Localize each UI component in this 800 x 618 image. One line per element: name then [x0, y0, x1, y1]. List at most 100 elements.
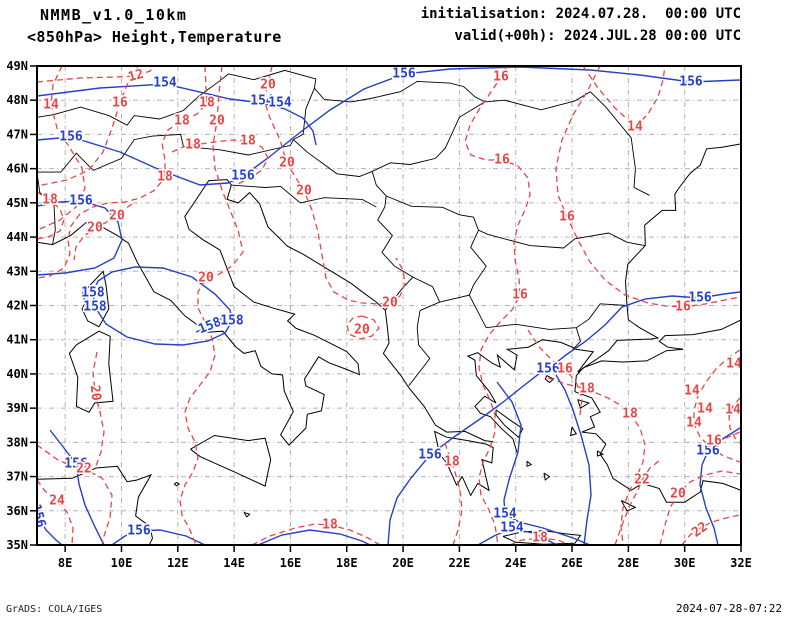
lat-axis-label: 43N — [6, 264, 28, 278]
temperature-contour-label: 18 — [185, 138, 201, 153]
temperature-contour-line — [509, 537, 571, 545]
temperature-contour-label: 16 — [512, 288, 528, 303]
lat-axis-label: 45N — [6, 196, 28, 210]
country-border — [573, 327, 582, 350]
height-contour-label: 154 — [153, 76, 177, 91]
height-contour-label: 156 — [688, 291, 712, 306]
height-contour-label: 158 — [220, 314, 244, 329]
height-contour-line — [477, 527, 559, 545]
coastline — [544, 375, 555, 384]
temperature-contour-label: 16 — [112, 96, 128, 111]
height-contour-label: 156 — [231, 169, 255, 184]
temperature-contour-label: 20 — [279, 156, 295, 171]
coastline — [569, 426, 578, 437]
lon-axis-label: 12E — [167, 556, 189, 570]
temperature-contour-label: 14 — [686, 416, 702, 431]
temperature-contour-line — [37, 191, 65, 240]
temperature-contour-label: 18 — [157, 170, 173, 185]
axis-labels: 49N 48N 47N 46N 45N 44N 43N 42N 41N 40N 39N 38N 37N 3… — [6, 59, 752, 570]
country-border — [484, 91, 591, 111]
axis-ticks — [30, 65, 742, 552]
temperature-contour-label: 20 — [260, 78, 276, 93]
temperature-contour-line — [37, 66, 156, 83]
temperature-contour-label: 12 — [126, 67, 145, 86]
coastline — [68, 330, 114, 413]
temperature-contour-label: 20 — [354, 323, 370, 338]
temperature-contour-label: 20 — [382, 296, 398, 311]
temperature-contour-label: 18 — [240, 134, 256, 149]
temperature-contour-label: 22 — [689, 519, 710, 540]
coastline — [495, 409, 524, 438]
model-title: NMMB_v1.0_10km — [40, 6, 188, 24]
lat-axis-label: 49N — [6, 59, 28, 73]
height-contour-label: 156 — [536, 362, 560, 377]
temperature-contour-line — [555, 66, 741, 308]
temperature-contour-label: 14 — [684, 384, 700, 399]
lat-axis-label: 38N — [6, 435, 28, 449]
height-contour-line — [699, 427, 741, 545]
temperature-contour-label: 20 — [296, 184, 312, 199]
lat-axis-label: 36N — [6, 504, 28, 518]
lon-axis-label: 20E — [392, 556, 414, 570]
height-contour-line — [555, 374, 592, 545]
temperature-contour-line — [263, 66, 406, 305]
lon-axis-label: 8E — [58, 556, 72, 570]
grads-credit: GrADS: COLA/IGES — [6, 604, 103, 615]
height-contour-line — [49, 429, 105, 545]
temperature-contour-label: 18 — [579, 382, 595, 397]
coastline — [466, 143, 741, 453]
temperature-contour-label: 20 — [87, 221, 103, 236]
lat-axis-label: 47N — [6, 127, 28, 141]
temperature-contour-label: 18 — [444, 455, 460, 470]
lat-axis-label: 42N — [6, 298, 28, 312]
valid-time: valid(+00h): 2024.JUL.28 00:00 UTC — [454, 28, 741, 44]
temperature-contour-line — [171, 139, 269, 185]
temperature-contour-label: 18 — [322, 518, 338, 533]
height-contour-label: 156 — [69, 194, 93, 209]
lat-axis-label: 41N — [6, 333, 28, 347]
coastline — [37, 465, 154, 545]
coastline — [173, 481, 181, 487]
height-contour-line — [387, 291, 741, 545]
temperature-contour-line — [444, 442, 463, 545]
height-contour-line — [111, 529, 206, 545]
lon-axis-label: 30E — [674, 556, 696, 570]
lon-axis-label: 10E — [111, 556, 133, 570]
temperature-contour-line — [37, 479, 74, 545]
temperature-contour-label: 16 — [494, 153, 510, 168]
temperature-contour-label: 16 — [559, 210, 575, 225]
lat-axis-label: 44N — [6, 230, 28, 244]
lon-axis-label: 18E — [336, 556, 358, 570]
temperature-contour-line — [703, 431, 741, 451]
lat-axis-label: 40N — [6, 367, 28, 381]
temperature-contour-label: 14 — [43, 98, 59, 113]
temperature-contour-line — [659, 470, 741, 545]
temperature-contour-line — [614, 459, 661, 545]
temperature-contour-line — [251, 523, 381, 545]
temperature-contour-label: 18 — [532, 531, 548, 546]
temperature-contour-label: 18 — [174, 114, 190, 129]
temperature-contour-line — [681, 514, 741, 545]
height-contour-label: 158 — [83, 300, 107, 315]
temperature-contour-label: 20 — [109, 209, 125, 224]
height-contour-line — [257, 529, 371, 545]
lon-axis-label: 26E — [561, 556, 583, 570]
height-contour-label: 158 — [81, 286, 105, 301]
temperature-contour-label: 16 — [706, 434, 722, 449]
height-contour-line — [37, 83, 317, 146]
temperature-contour-label: 16 — [557, 362, 573, 377]
temperature-contour-label: 20 — [198, 271, 214, 286]
height-contour-label: 156 — [392, 67, 416, 82]
height-contour-line — [92, 266, 233, 346]
country-border — [231, 184, 377, 208]
country-border — [468, 230, 487, 296]
height-contours — [37, 66, 741, 545]
lat-axis-label: 37N — [6, 470, 28, 484]
temperature-contour-label: 18 — [42, 193, 58, 208]
temperature-contour-line — [693, 349, 741, 463]
country-border — [386, 195, 645, 249]
height-contour-label: 154 — [268, 96, 292, 111]
initialisation-time: initialisation: 2024.07.28. 00:00 UTC — [420, 6, 741, 22]
